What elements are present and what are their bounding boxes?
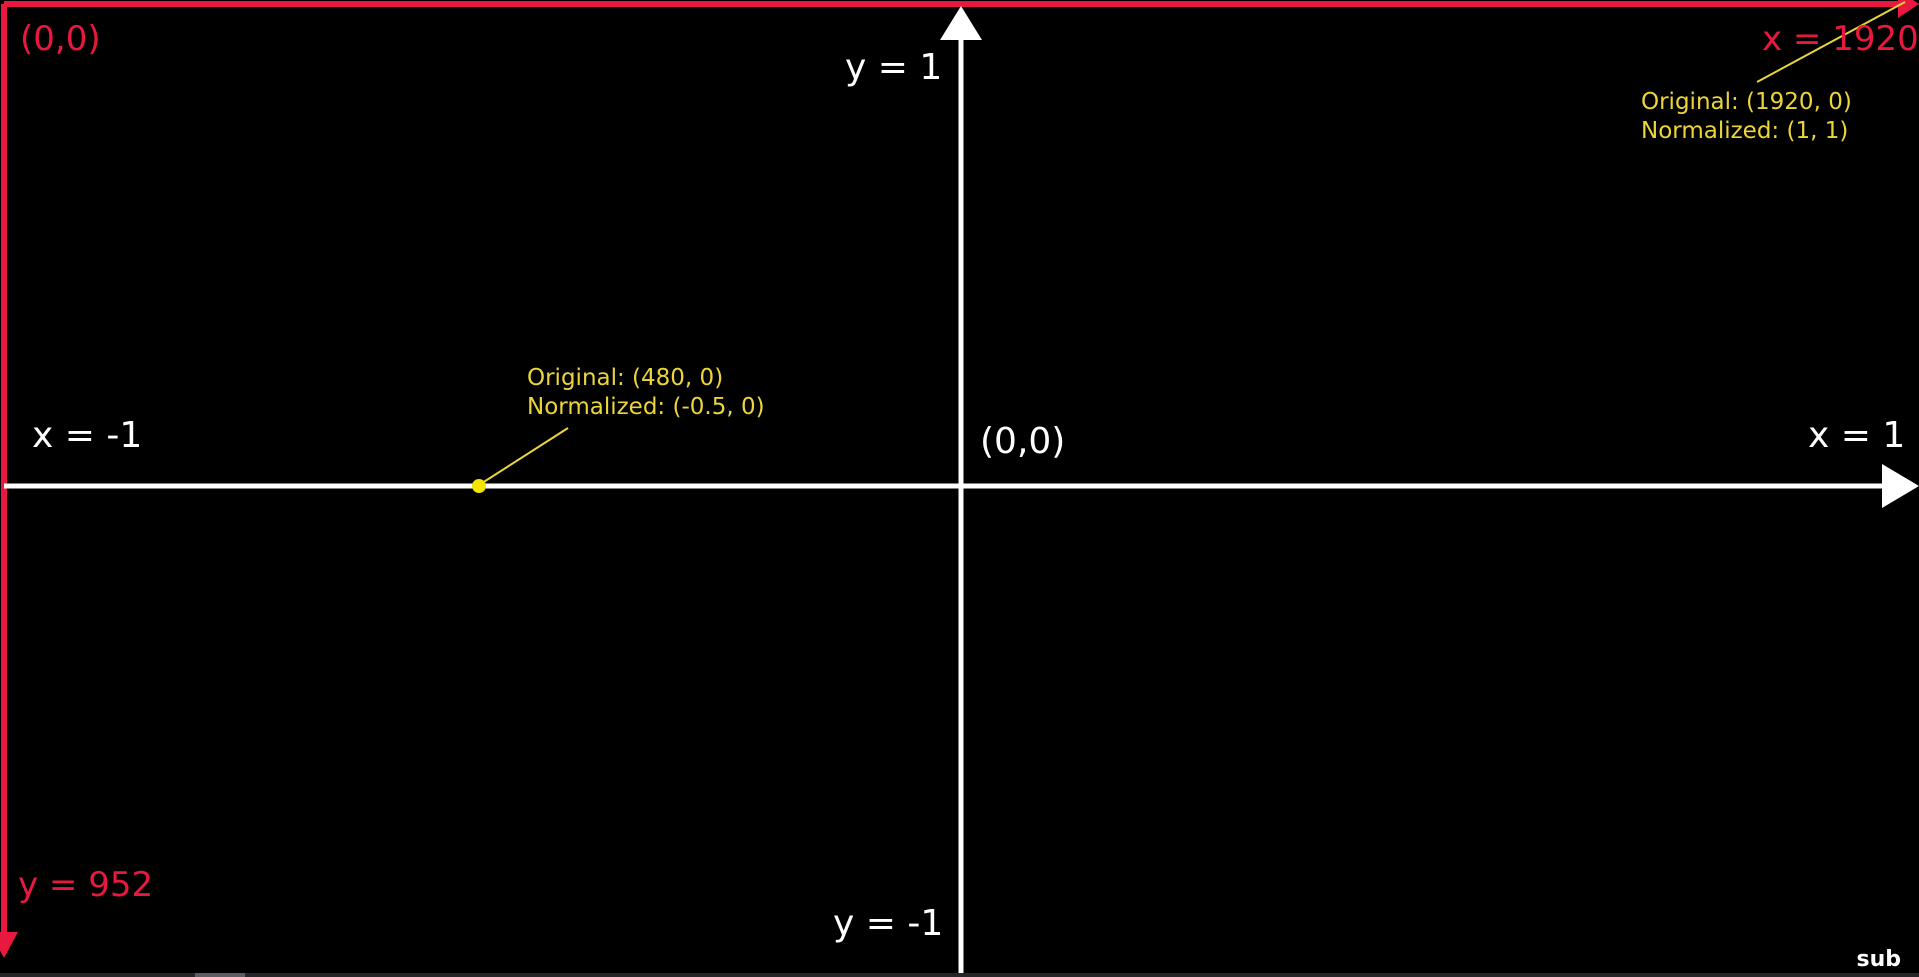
y-negative-label: y = -1 xyxy=(833,903,944,944)
video-progress-strip[interactable] xyxy=(0,973,1919,977)
y-positive-label: y = 1 xyxy=(845,47,943,88)
progress-thumb[interactable] xyxy=(195,973,245,977)
leader-line-mid-point xyxy=(478,427,569,486)
screen-x-max-label: x = 1920 xyxy=(1762,19,1919,59)
screen-y-max-label: y = 952 xyxy=(18,865,154,905)
y-axis-arrowhead xyxy=(940,6,982,40)
leader-line-top-right xyxy=(1756,1,1906,83)
x-axis-arrowhead xyxy=(1882,464,1919,508)
screen-frame-x-arrowhead xyxy=(1898,0,1919,18)
subscribe-watermark: sub xyxy=(1856,947,1901,972)
screen-origin-label: (0,0) xyxy=(20,19,101,59)
top-right-annotation: Original: (1920, 0) Normalized: (1, 1) xyxy=(1641,88,1852,146)
top-right-normalized-text: Normalized: (1, 1) xyxy=(1641,118,1849,144)
mid-point-original-text: Original: (480, 0) xyxy=(527,365,724,391)
screen-frame-y-arrowhead xyxy=(0,932,18,958)
center-origin-label: (0,0) xyxy=(980,421,1066,462)
x-positive-label: x = 1 xyxy=(1808,415,1906,456)
sample-point xyxy=(472,479,486,493)
mid-point-annotation: Original: (480, 0) Normalized: (-0.5, 0) xyxy=(527,364,765,422)
top-right-original-text: Original: (1920, 0) xyxy=(1641,89,1852,115)
x-negative-label: x = -1 xyxy=(32,415,143,456)
mid-point-normalized-text: Normalized: (-0.5, 0) xyxy=(527,394,765,420)
